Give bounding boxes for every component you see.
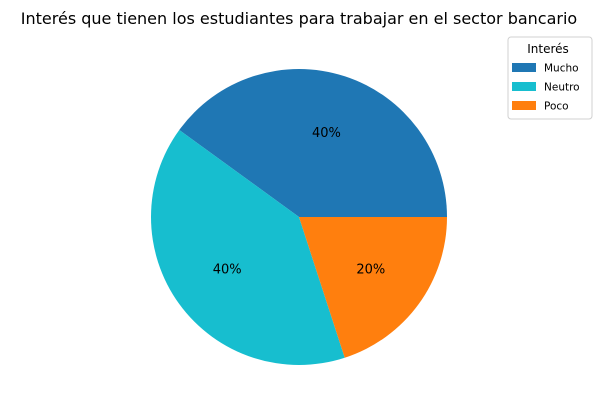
pie-slice-poco: [299, 217, 447, 358]
legend-swatch-neutro: [512, 82, 536, 91]
chart-title: Interés que tienen los estudiantes para …: [21, 9, 577, 28]
legend-swatch-mucho: [512, 63, 536, 72]
legend-title: Interés: [527, 42, 569, 56]
legend-label-mucho: Mucho: [544, 63, 579, 75]
legend-label-neutro: Neutro: [544, 82, 580, 94]
pie-value-labels: 40% 40% 20%: [213, 126, 386, 278]
legend-items: Mucho Neutro Poco: [512, 63, 580, 113]
pie-slice-neutro: [151, 130, 345, 365]
legend-label-poco: Poco: [544, 101, 569, 113]
legend: Interés Mucho Neutro Poco: [507, 36, 593, 120]
pie-label-mucho: 40%: [312, 126, 341, 141]
pie-label-poco: 20%: [356, 263, 385, 278]
legend-swatch-poco: [512, 101, 536, 110]
pie-label-neutro: 40%: [213, 263, 242, 278]
legend-frame: [507, 36, 593, 120]
pie-slice-mucho: [179, 68, 447, 217]
pie-slices: [151, 68, 447, 365]
